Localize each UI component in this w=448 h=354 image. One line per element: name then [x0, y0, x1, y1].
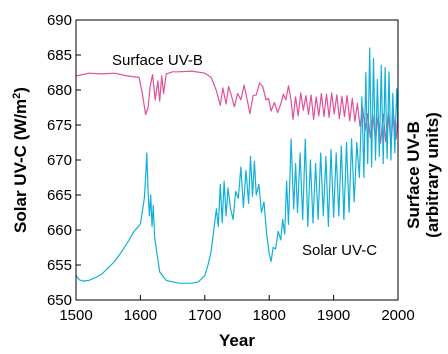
- y-tick-label: 650: [47, 292, 72, 309]
- x-tick-label: 1700: [188, 307, 221, 324]
- y-tick-label: 685: [47, 47, 72, 64]
- y-tick-label: 680: [47, 82, 72, 99]
- y-tick-label: 690: [47, 12, 72, 29]
- series-layer: [75, 47, 399, 284]
- y-tick-label: 670: [47, 152, 72, 169]
- x-tick-label: 1800: [253, 307, 286, 324]
- x-tick-label: 1900: [317, 307, 350, 324]
- x-tick-label: 2000: [381, 307, 414, 324]
- y-tick-label: 655: [47, 257, 72, 274]
- y-axis-title-right-line2: (arbitrary units): [423, 112, 442, 238]
- series-label-uvb: Surface UV-B: [112, 52, 203, 69]
- y-tick-label: 675: [47, 117, 72, 134]
- y-axis-title-left: Solar UV-C (W/m2): [11, 87, 30, 233]
- series-label-uvc: Solar UV-C: [302, 242, 377, 259]
- y-tick-label: 660: [47, 222, 72, 239]
- ticks-layer: 650 655 660 665 670 675 680 685 690 1500 1600 1700 1…: [47, 12, 415, 324]
- series-line-surface-uvb: [75, 70, 399, 144]
- y-axis-title-right-line1: Surface UV-B: [404, 121, 423, 229]
- x-tick-label: 1500: [59, 307, 92, 324]
- x-axis-title: Year: [219, 331, 255, 350]
- series-line-solar-uvc: [75, 47, 399, 284]
- x-tick-label: 1600: [124, 307, 157, 324]
- y-tick-label: 665: [47, 187, 72, 204]
